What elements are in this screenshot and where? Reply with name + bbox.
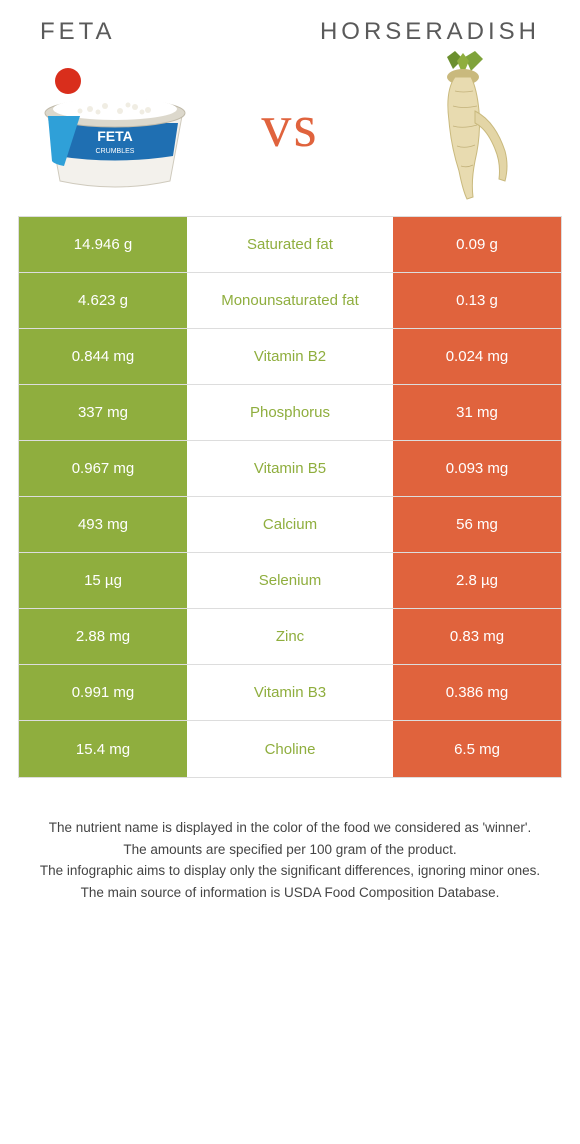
footer-line: The infographic aims to display only the… (28, 861, 552, 881)
vs-label: vs (261, 92, 318, 161)
value-right: 31 mg (393, 385, 561, 440)
value-right: 0.13 g (393, 273, 561, 328)
table-row: 4.623 gMonounsaturated fat0.13 g (19, 273, 561, 329)
nutrient-label: Choline (187, 721, 393, 777)
value-left: 2.88 mg (19, 609, 187, 664)
table-row: 0.844 mgVitamin B20.024 mg (19, 329, 561, 385)
value-left: 4.623 g (19, 273, 187, 328)
table-row: 14.946 gSaturated fat0.09 g (19, 217, 561, 273)
footer-line: The main source of information is USDA F… (28, 883, 552, 903)
value-left: 14.946 g (19, 217, 187, 272)
table-row: 2.88 mgZinc0.83 mg (19, 609, 561, 665)
title-left: Feta (40, 18, 116, 46)
value-right: 56 mg (393, 497, 561, 552)
value-right: 0.09 g (393, 217, 561, 272)
footer-line: The amounts are specified per 100 gram o… (28, 840, 552, 860)
title-right: Horseradish (320, 18, 540, 46)
horseradish-image (380, 56, 550, 196)
footer-line: The nutrient name is displayed in the co… (28, 818, 552, 838)
value-left: 15 µg (19, 553, 187, 608)
vs-row: FETA CRUMBLES vs (0, 56, 580, 216)
nutrient-label: Zinc (187, 609, 393, 664)
svg-text:FETA: FETA (97, 128, 133, 144)
value-right: 0.024 mg (393, 329, 561, 384)
table-row: 337 mgPhosphorus31 mg (19, 385, 561, 441)
nutrient-label: Monounsaturated fat (187, 273, 393, 328)
value-right: 0.386 mg (393, 665, 561, 720)
nutrient-label: Vitamin B2 (187, 329, 393, 384)
nutrient-table: 14.946 gSaturated fat0.09 g4.623 gMonoun… (18, 216, 562, 778)
value-right: 0.093 mg (393, 441, 561, 496)
feta-image: FETA CRUMBLES (30, 56, 200, 196)
value-left: 337 mg (19, 385, 187, 440)
value-left: 0.844 mg (19, 329, 187, 384)
svg-text:CRUMBLES: CRUMBLES (96, 148, 135, 155)
nutrient-label: Selenium (187, 553, 393, 608)
nutrient-label: Calcium (187, 497, 393, 552)
value-right: 6.5 mg (393, 721, 561, 777)
table-row: 15 µgSelenium2.8 µg (19, 553, 561, 609)
value-left: 493 mg (19, 497, 187, 552)
nutrient-label: Phosphorus (187, 385, 393, 440)
nutrient-label: Saturated fat (187, 217, 393, 272)
value-left: 0.967 mg (19, 441, 187, 496)
footer-notes: The nutrient name is displayed in the co… (0, 778, 580, 902)
value-left: 15.4 mg (19, 721, 187, 777)
header: Feta Horseradish (0, 0, 580, 56)
table-row: 0.967 mgVitamin B50.093 mg (19, 441, 561, 497)
value-left: 0.991 mg (19, 665, 187, 720)
table-row: 15.4 mgCholine6.5 mg (19, 721, 561, 777)
nutrient-label: Vitamin B3 (187, 665, 393, 720)
table-row: 493 mgCalcium56 mg (19, 497, 561, 553)
value-right: 2.8 µg (393, 553, 561, 608)
table-row: 0.991 mgVitamin B30.386 mg (19, 665, 561, 721)
value-right: 0.83 mg (393, 609, 561, 664)
nutrient-label: Vitamin B5 (187, 441, 393, 496)
